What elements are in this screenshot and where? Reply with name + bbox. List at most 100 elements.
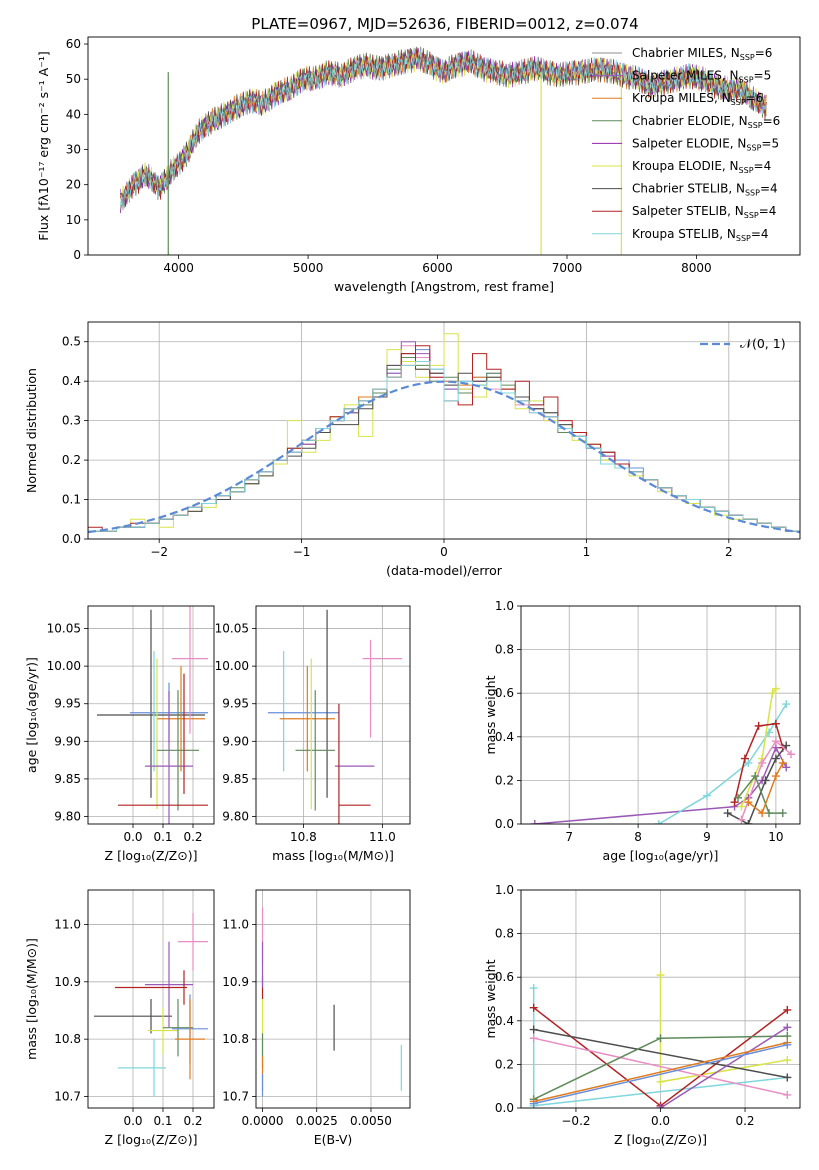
axes-frame [87,605,215,825]
weight-line [533,1037,788,1096]
plus-marker [783,1073,792,1082]
axes-frame [520,605,801,825]
plus-marker [783,1090,792,1099]
plus-marker [771,772,780,781]
x-tick-label: 6000 [422,261,453,275]
plus-marker [771,754,780,763]
y-tick-label: 0.0 [495,817,514,831]
y-tick-label: 11.0 [222,917,249,931]
x-tick-label: 0.0000 [242,1114,284,1128]
legend-subscript: SSP [736,234,751,243]
errorbar-point [145,941,193,1028]
plus-marker [751,772,760,781]
y-tick-label: 0.2 [495,773,514,787]
x-tick-label: 0.0 [123,830,142,844]
y-tick-label: 10 [66,213,81,227]
y-tick-label: 0.8 [495,643,514,657]
plus-marker [787,750,796,759]
x-axis-label: Z [log₁₀(Z/Z⊙)] [105,848,198,863]
y-tick-label: 9.85 [222,772,249,786]
x-tick-label: 8000 [681,261,712,275]
x-axis-label: Z [log₁₀(Z/Z⊙)] [105,1132,198,1147]
y-tick-label: 20 [66,178,81,192]
plus-marker [744,820,753,824]
plus-marker [782,741,791,750]
y-tick-label: 0.0 [62,532,81,546]
y-tick-label: 0.6 [495,686,514,700]
y-tick-label: 0.2 [62,453,81,467]
y-tick-label: 10.7 [54,1090,81,1104]
plus-marker [734,793,742,802]
plus-marker [723,809,732,818]
legend-value: =6 [763,114,781,128]
x-axis-label: wavelength [Angstrom, rest frame] [334,279,554,294]
y-tick-label: 0.3 [62,414,81,428]
x-tick-label: 4000 [163,261,194,275]
y-tick-label: 60 [66,37,81,51]
x-tick-label: −2 [150,545,168,559]
plus-marker [656,1077,665,1086]
x-tick-label: 0.2 [735,1114,754,1128]
plus-marker [703,791,711,800]
plus-marker [783,1005,792,1014]
plus-marker [737,815,746,824]
errorbar-point [279,666,335,772]
plus-marker [740,754,749,763]
y-tick-label: 0.1 [62,493,81,507]
plus-marker [656,1034,665,1043]
plus-marker [737,802,746,811]
x-tick-label: 2 [725,545,733,559]
x-tick-label: 0.1 [153,830,172,844]
plot-area [97,606,208,824]
y-tick-label: 0.4 [495,1014,514,1028]
weight-line [737,774,783,814]
errorbar-point [178,912,208,971]
x-tick-label: 5000 [293,261,324,275]
plus-marker [730,798,739,807]
plus-marker [782,763,791,772]
spectrum-line [120,48,767,210]
x-tick-label: 0.2 [183,1114,202,1128]
plus-marker [783,1023,792,1032]
plot-area [529,971,792,1108]
y-tick-label: 9.80 [54,809,81,823]
plot-area [261,907,402,1097]
plus-marker [529,1025,538,1034]
legend-label: Kroupa STELIB, NSSP=4 [632,227,769,243]
plus-marker [783,1056,792,1065]
errorbar-point [295,690,335,811]
plot-area [94,912,208,1097]
y-tick-label: 9.95 [54,697,81,711]
legend-label: Salpeter ELODIE, NSSP=5 [632,136,779,152]
y-tick-label: 9.95 [222,697,249,711]
legend-value: =4 [760,182,778,196]
plus-marker [656,1104,665,1108]
y-axis-label: mass [log₁₀(M/M⊙)] [24,938,39,1060]
errorbar-point [157,690,199,811]
y-tick-label: 10.9 [54,975,81,989]
legend-label: Salpeter STELIB, NSSP=4 [632,204,776,220]
panel-residuals: −2 −1 0 1 2 0.0 0.1 0.2 0.3 0.4 0.5 (data-model)/er… [24,321,801,578]
plus-marker [744,798,753,807]
x-tick-label: 0.0 [123,1114,142,1128]
x-tick-label: 10.8 [290,830,317,844]
x-tick-label: −1 [293,545,311,559]
plus-marker [758,809,767,818]
plus-marker [771,737,780,746]
plus-marker [771,719,780,728]
y-tick-label: 10.8 [222,1032,249,1046]
plus-marker [656,971,665,980]
plus-marker [529,1003,538,1012]
legend-subscript: SSP [731,98,746,107]
plus-marker [771,684,780,693]
plus-marker [758,758,767,767]
x-tick-label: 0.2 [183,830,202,844]
x-tick-label: 7 [565,830,573,844]
y-axis-label: mass weight [483,675,498,754]
legend-value: =4 [751,227,769,241]
y-tick-label: 0.8 [495,927,514,941]
plus-marker [654,820,663,824]
weight-line [533,1044,788,1105]
y-tick-label: 10.9 [222,975,249,989]
